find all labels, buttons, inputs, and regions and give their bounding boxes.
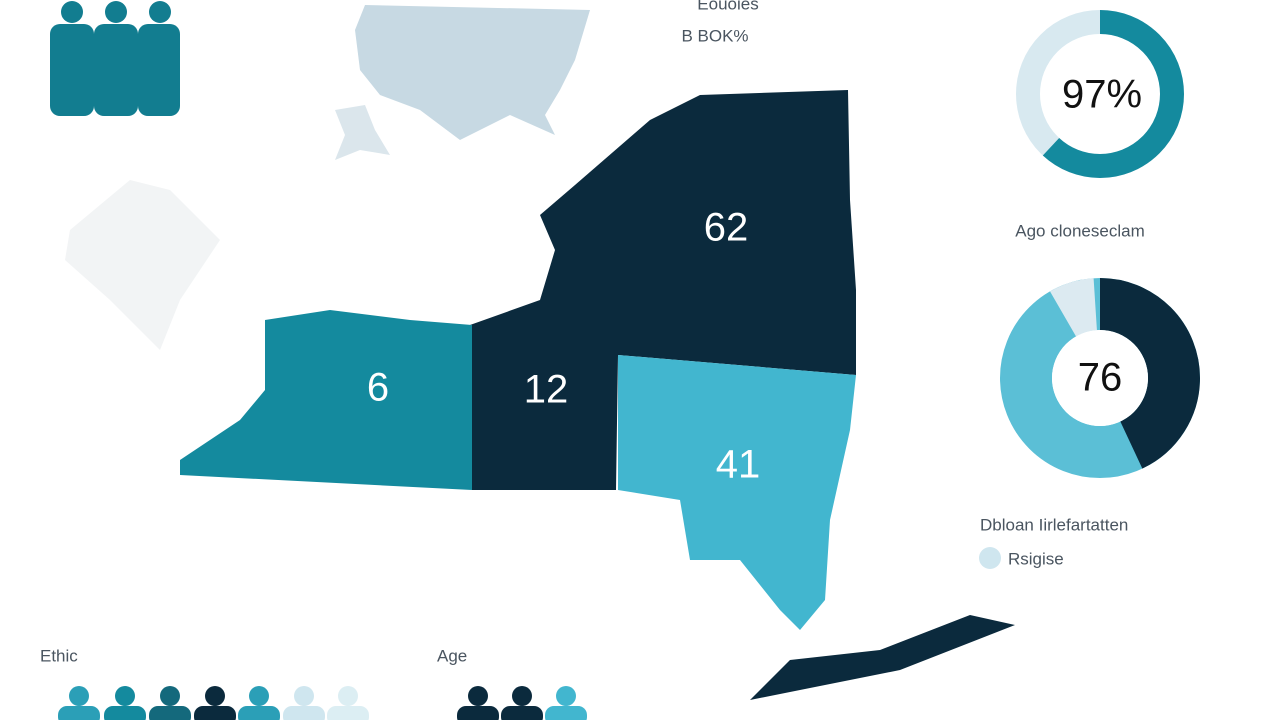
region-label: 62 [704,206,749,250]
header-title: Eouoies [697,0,758,13]
donut-hole [1052,330,1148,426]
region-label: 41 [716,443,761,487]
footer-label: Ethic [40,646,78,665]
donut-arc [1000,278,1200,478]
region-label: 6 [367,366,389,410]
faded-shape [65,180,220,350]
donut-label: 97% [1062,73,1142,117]
people-row [58,686,587,720]
people-icon-group [50,1,180,116]
us-map [355,5,590,140]
donut-arc [1016,10,1184,178]
map-region-west [180,310,472,490]
legend-title: Dbloan Iirlefartatten [980,515,1128,534]
header-subtitle: B BOK% [681,26,748,45]
donut-label: 76 [1078,356,1123,400]
legend-swatch [979,547,1001,569]
map-region-north [470,90,856,490]
map-region-southeast [618,355,856,630]
alaska-shape [335,105,390,160]
donut-title: Ago cloneseclam [1015,221,1144,240]
region-label: 12 [524,368,569,412]
footer-label: Age [437,646,467,665]
donut-slice [1000,278,1200,478]
legend-item: Rsigise [1008,549,1064,568]
long-island [750,615,1015,700]
